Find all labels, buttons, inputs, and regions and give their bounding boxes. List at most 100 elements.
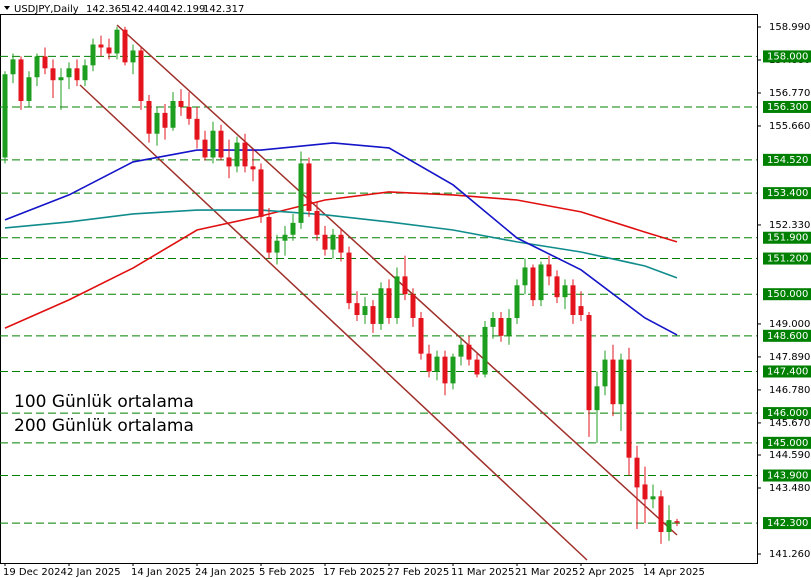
candle-body xyxy=(2,74,8,158)
candle-body xyxy=(58,77,64,81)
candle-body xyxy=(538,264,544,301)
level-label: 142.300 xyxy=(767,518,808,529)
candle-body xyxy=(314,210,320,235)
level-label: 148.600 xyxy=(767,331,808,342)
level-label-box xyxy=(763,329,811,342)
candle-body xyxy=(242,142,248,167)
x-tick-label: 21 Mar 2025 xyxy=(515,567,578,578)
candle-body xyxy=(634,457,640,488)
candle-body xyxy=(178,101,184,107)
candle-body xyxy=(154,112,160,134)
candle-body xyxy=(282,234,288,241)
candle-body xyxy=(442,356,448,384)
y-tick-label: 149.000 xyxy=(769,319,810,330)
candle-body xyxy=(114,29,120,54)
candle-body xyxy=(266,216,272,253)
candle-body xyxy=(418,317,424,354)
candle-body xyxy=(18,59,24,102)
level-label: 151.900 xyxy=(767,233,808,244)
candle-body xyxy=(610,359,616,405)
candle-body xyxy=(346,252,352,304)
moving-average xyxy=(4,209,678,279)
candle-body xyxy=(570,285,576,316)
candle-body xyxy=(98,44,104,48)
candle-body xyxy=(146,101,152,134)
candle-body xyxy=(394,276,400,318)
candle-body xyxy=(218,130,224,158)
y-tick-label: 145.670 xyxy=(769,418,810,429)
candle-body xyxy=(162,112,168,128)
candle-body xyxy=(410,294,416,318)
candle-body xyxy=(10,59,16,75)
candle-body xyxy=(474,359,480,375)
candle-body xyxy=(594,386,600,411)
level-label: 143.900 xyxy=(767,471,808,482)
level-label: 156.300 xyxy=(767,102,808,113)
candle-body xyxy=(674,521,680,523)
level-label-box xyxy=(763,436,811,449)
level-label-box xyxy=(763,187,811,200)
y-tick-label: 147.890 xyxy=(769,352,810,363)
candle-body xyxy=(258,169,264,217)
x-tick-label: 11 Mar 2025 xyxy=(451,567,514,578)
candle-body xyxy=(186,106,192,119)
y-tick-label: 144.590 xyxy=(769,450,810,461)
candle-body xyxy=(466,344,472,360)
candle-body xyxy=(322,234,328,250)
candle-body xyxy=(34,56,40,78)
moving-averages xyxy=(4,142,678,336)
candle-body xyxy=(618,359,624,405)
level-label-box xyxy=(763,365,811,378)
level-label: 153.400 xyxy=(767,188,808,199)
candle-body xyxy=(498,317,504,336)
candle-body xyxy=(194,118,200,140)
candle-body xyxy=(378,288,384,324)
candle-body xyxy=(306,163,312,211)
candle-body xyxy=(650,496,656,500)
ohlc-value: 142.365 xyxy=(86,4,127,15)
candle-body xyxy=(602,359,608,387)
level-label: 150.000 xyxy=(767,289,808,300)
candle-body xyxy=(138,50,144,102)
x-tick-label: 2 Apr 2025 xyxy=(579,567,634,578)
level-label: 158.000 xyxy=(767,51,808,62)
y-tick-label: 146.780 xyxy=(769,385,810,396)
x-tick-label: 14 Apr 2025 xyxy=(643,567,705,578)
level-label-box xyxy=(763,100,811,113)
candle-body xyxy=(402,276,408,295)
candle-body xyxy=(234,142,240,167)
candle-body xyxy=(522,267,528,286)
y-tick-label: 158.990 xyxy=(769,22,810,33)
candle-body xyxy=(458,344,464,357)
candle-body xyxy=(642,484,648,500)
candle-body xyxy=(170,101,176,128)
legend-100: 100 Günlük ortalama xyxy=(14,392,194,412)
moving-average xyxy=(4,142,678,336)
candle-body xyxy=(226,157,232,167)
candle-body xyxy=(506,317,512,336)
menu-arrow[interactable] xyxy=(4,6,10,10)
candle-body xyxy=(26,77,32,102)
candle-body xyxy=(658,496,664,532)
level-label-box xyxy=(763,231,811,244)
candle-body xyxy=(578,306,584,316)
candle-body xyxy=(554,276,560,298)
channel-lower xyxy=(79,84,588,561)
y-tick-label: 141.260 xyxy=(769,549,810,560)
candle-body xyxy=(298,163,304,223)
candle-body xyxy=(586,315,592,411)
candles xyxy=(2,26,680,544)
candle-body xyxy=(426,353,432,372)
level-label: 145.000 xyxy=(767,438,808,449)
candle-body xyxy=(482,326,488,375)
candle-body xyxy=(362,306,368,316)
level-label: 151.200 xyxy=(767,254,808,265)
x-tick-label: 14 Jan 2025 xyxy=(131,567,191,578)
level-label-box xyxy=(763,153,811,166)
y-tick-label: 156.770 xyxy=(769,88,810,99)
candle-body xyxy=(42,56,48,69)
candle-body xyxy=(354,303,360,316)
candle-body xyxy=(122,29,128,63)
candle-body xyxy=(90,44,96,66)
